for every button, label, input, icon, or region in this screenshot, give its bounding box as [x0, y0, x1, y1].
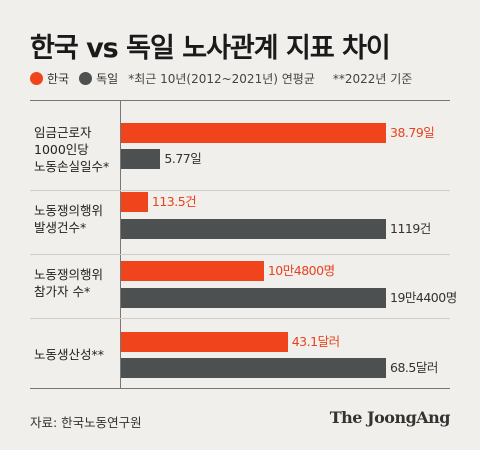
korea-value-label: 113.5건: [151, 194, 197, 209]
legend-korea-swatch: [30, 72, 43, 85]
chart-bottom-rule: [30, 388, 450, 389]
row-separator: [30, 318, 450, 319]
row-separator: [30, 190, 450, 191]
legend-korea-label: 한국: [47, 72, 70, 86]
korea-value-label: 10만4800명: [267, 263, 335, 278]
legend-germany-label: 독일: [96, 72, 119, 86]
germany-value-label: 68.5달러: [390, 360, 438, 375]
legend-germany: 독일: [79, 70, 118, 87]
germany-bar: [121, 149, 161, 169]
legend-note-year: **2022년 기준: [332, 72, 413, 86]
legend-korea: 한국: [30, 70, 69, 87]
legend-note-average: *최근 10년(2012~2021년) 연평균: [128, 72, 315, 86]
germany-bar: [121, 219, 386, 239]
category-label: 노동쟁의행위 발생건수*: [34, 203, 104, 235]
germany-value-label: 5.77일: [164, 151, 202, 166]
category-label: 임금근로자 1000인당 노동손실일수*: [34, 125, 110, 174]
korea-bar: [121, 192, 148, 212]
chart-axis: [120, 100, 121, 388]
korea-value-label: 38.79일: [390, 125, 435, 140]
legend: 한국 독일 *최근 10년(2012~2021년) 연평균 **2022년 기준: [30, 70, 430, 87]
germany-value-label: 1119건: [390, 221, 431, 236]
korea-value-label: 43.1달러: [291, 334, 340, 349]
germany-bar: [121, 358, 386, 378]
source-note: 자료: 한국노동연구원: [30, 415, 142, 430]
legend-germany-swatch: [79, 72, 93, 85]
category-label: 노동쟁의행위 참가자 수*: [34, 267, 104, 299]
korea-bar: [121, 261, 264, 281]
publisher-logo: The JoongAng: [329, 408, 451, 427]
row-separator: [30, 254, 450, 255]
korea-bar: [121, 123, 386, 143]
chart-top-rule: [30, 100, 450, 101]
germany-value-label: 19만4400명: [390, 290, 457, 305]
category-label: 노동생산성**: [34, 347, 105, 362]
korea-bar: [121, 332, 288, 352]
germany-bar: [121, 288, 386, 308]
chart-title: 한국 vs 독일 노사관계 지표 차이: [30, 33, 391, 64]
